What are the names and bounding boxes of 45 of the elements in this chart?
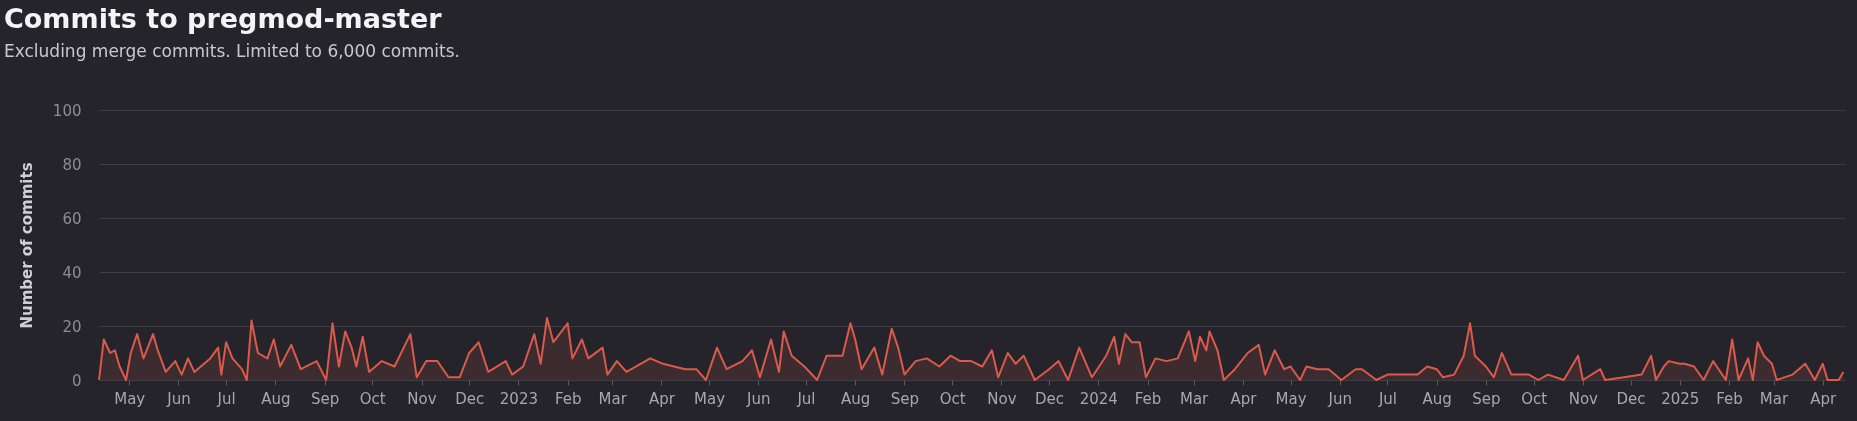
y-tick-label: 60 — [62, 209, 82, 228]
x-tick-label: Dec — [455, 389, 485, 408]
x-tick-label: Apr — [648, 389, 676, 408]
x-tick-label: Sep — [1472, 389, 1501, 408]
y-tick-label: 0 — [71, 371, 82, 390]
x-tick-label: Nov — [407, 389, 437, 408]
x-tick-label: Jul — [1377, 389, 1397, 408]
x-tick-label: May — [114, 389, 146, 408]
chart-title: Commits to pregmod-master — [4, 3, 443, 34]
x-tick-label: Nov — [1568, 389, 1599, 408]
chart-subtitle: Excluding merge commits. Limited to 6,000 commits. — [4, 41, 460, 61]
x-tick-label: Mar — [598, 389, 628, 408]
y-axis-title: Number of commits — [17, 162, 36, 329]
x-tick-label: Feb — [554, 389, 582, 408]
x-tick-label: Apr — [1230, 389, 1258, 408]
x-tick-label: Sep — [310, 389, 340, 408]
y-tick-label: 20 — [62, 317, 82, 336]
x-tick-label: Jun — [166, 389, 191, 408]
x-tick-label: Mar — [1759, 389, 1789, 408]
x-tick-label: Dec — [1616, 389, 1646, 408]
x-tick-label: Oct — [939, 389, 966, 408]
y-tick-label: 80 — [62, 155, 82, 174]
x-tick-label: 2024 — [1079, 389, 1118, 408]
x-tick-label: Jun — [746, 389, 771, 408]
x-tick-label: Mar — [1179, 389, 1210, 408]
x-tick-label: 2023 — [499, 389, 539, 408]
y-tick-label: 40 — [62, 263, 82, 282]
x-tick-label: May — [1275, 389, 1307, 408]
x-tick-label: 2025 — [1661, 389, 1700, 408]
x-tick-label: Feb — [1716, 389, 1743, 408]
x-tick-label: Dec — [1035, 389, 1065, 408]
x-tick-label: Aug — [261, 389, 291, 408]
x-tick-label: Oct — [1521, 389, 1548, 408]
x-tick-label: Jul — [216, 389, 236, 408]
x-tick-label: Aug — [1422, 389, 1452, 408]
x-tick-label: Sep — [890, 389, 920, 408]
x-tick-label: Aug — [841, 389, 871, 408]
x-tick-label: May — [694, 389, 726, 408]
x-tick-label: Oct — [359, 389, 386, 408]
x-tick-label: Feb — [1134, 389, 1162, 408]
x-tick-label: Jun — [1327, 389, 1353, 408]
y-tick-label: 100 — [52, 101, 82, 120]
x-tick-label: Nov — [987, 389, 1017, 408]
x-tick-label: Jul — [796, 389, 816, 408]
x-tick-label: Apr — [1810, 389, 1838, 408]
